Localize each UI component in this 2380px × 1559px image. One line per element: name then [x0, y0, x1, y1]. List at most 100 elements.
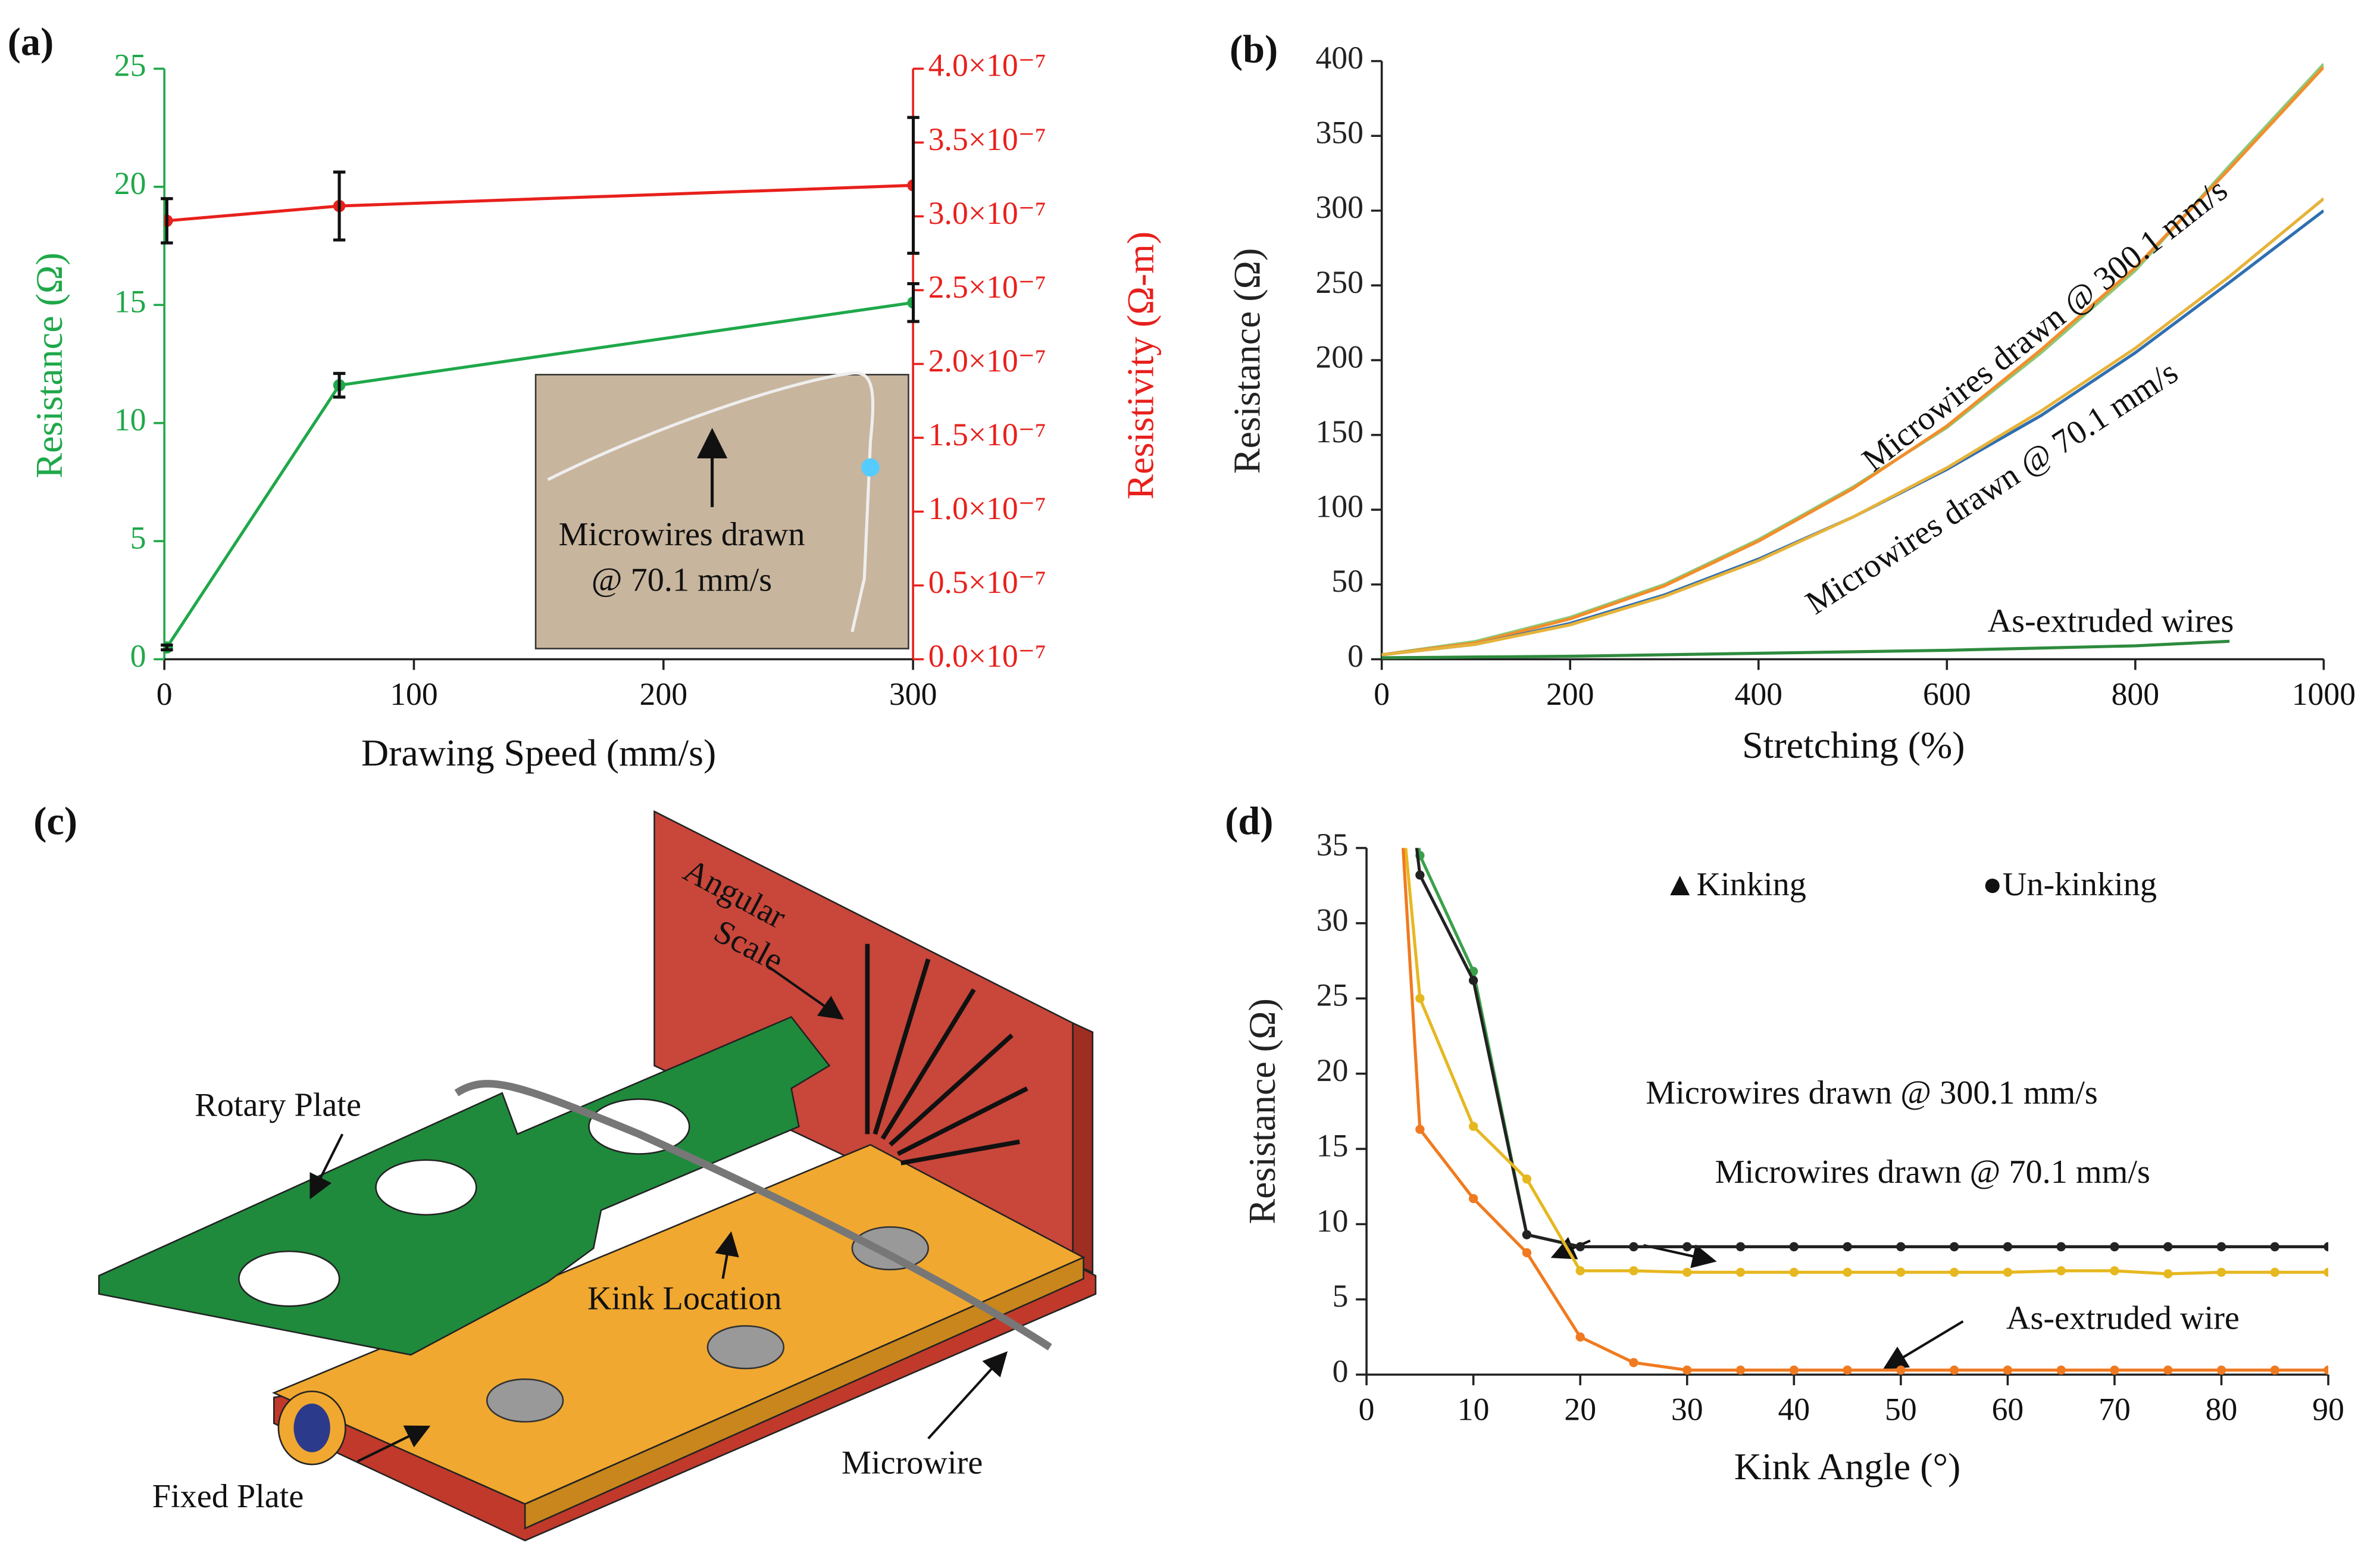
- y-tick-label: 25: [1316, 977, 1349, 1013]
- y-tick-label: 350: [1315, 115, 1363, 151]
- marker: [2216, 1267, 2226, 1277]
- marker: [1415, 993, 1425, 1003]
- marker: [2216, 1365, 2226, 1375]
- series-line: [1381, 197, 2324, 657]
- marker: [2163, 1242, 2173, 1252]
- y2-tick-label: 3.0×10⁻⁷: [928, 195, 1046, 231]
- marker: [1629, 1266, 1638, 1276]
- y-tick-label: 35: [1316, 827, 1349, 863]
- y-tick-label: 0: [1347, 638, 1363, 674]
- marker: [1843, 1242, 1852, 1252]
- diagram-label: Fixed Plate: [152, 1478, 304, 1515]
- hinge-pin: [293, 1403, 330, 1452]
- marker: [907, 179, 914, 192]
- arrow: [1882, 1320, 1964, 1370]
- series-line: [1381, 639, 2230, 660]
- marker: [1575, 1266, 1585, 1276]
- marker: [1949, 1267, 1959, 1277]
- y-tick-label: 150: [1315, 414, 1363, 449]
- marker: [1575, 1242, 1585, 1252]
- marker: [1415, 1124, 1425, 1134]
- diagram-label: Kink Location: [587, 1280, 782, 1317]
- annotation: Microwires drawn @ 300.1 mm/s: [1646, 1074, 2098, 1111]
- x-tick-label: 1000: [2292, 676, 2356, 712]
- diagram-label: Rotary Plate: [195, 1087, 361, 1124]
- error-bar: [907, 115, 920, 255]
- marker: [1394, 768, 1403, 777]
- marker: [1468, 976, 1478, 985]
- marker: [1468, 1194, 1478, 1204]
- error-bar: [161, 643, 173, 652]
- marker: [1735, 1267, 1746, 1277]
- marker: [2003, 1242, 2013, 1252]
- y-tick-label: 250: [1315, 264, 1363, 300]
- marker: [1789, 1365, 1799, 1375]
- y-tick-label: 15: [114, 284, 146, 320]
- panel-label: (d): [1225, 799, 1273, 843]
- plot-area: [1394, 768, 2329, 1375]
- screw: [486, 1378, 564, 1423]
- marker: [1575, 1332, 1585, 1342]
- y-tick-label: 50: [1331, 563, 1363, 599]
- marker: [1629, 1358, 1638, 1367]
- x-tick-label: 30: [1671, 1392, 1703, 1427]
- y-tick-label: 100: [1315, 489, 1363, 524]
- y-tick-label: 10: [114, 402, 146, 438]
- marker: [907, 296, 914, 309]
- marker: [2110, 1266, 2119, 1276]
- error-bar: [161, 197, 173, 245]
- marker: [1394, 768, 1403, 777]
- x-tick-label: 10: [1458, 1392, 1490, 1427]
- marker: [2323, 1242, 2329, 1252]
- y-tick-label: 20: [1316, 1052, 1349, 1088]
- marker: [2110, 1365, 2119, 1375]
- kink-fixture: [98, 810, 1097, 1542]
- hole: [238, 1250, 340, 1307]
- annotation: Microwires drawn @ 70.1 mm/s: [1799, 354, 2184, 621]
- y-axis-label: Resistance (Ω): [1225, 248, 1268, 474]
- back-plate-edge: [1072, 1021, 1094, 1274]
- panel-label: (c): [33, 799, 77, 843]
- series-line: [1404, 848, 2329, 1276]
- y-tick-label: 5: [130, 520, 146, 555]
- marker: [2323, 1267, 2329, 1277]
- diagram-label: Microwire: [842, 1445, 983, 1482]
- x-tick-label: 80: [2206, 1392, 2238, 1427]
- inset-wire: [547, 371, 875, 633]
- y2-tick-label: 0.0×10⁻⁷: [928, 638, 1046, 674]
- marker: [2056, 1365, 2066, 1375]
- marker: [2270, 1242, 2279, 1252]
- x-tick-label: 90: [2312, 1392, 2344, 1427]
- y-tick-label: 30: [1316, 902, 1349, 938]
- x-tick-label: 400: [1734, 676, 1782, 712]
- x-tick-label: 20: [1564, 1392, 1596, 1427]
- marker: [2110, 1242, 2119, 1252]
- marker: [1682, 1267, 1692, 1277]
- y-tick-label: 10: [1316, 1203, 1349, 1239]
- x-axis-label: Drawing Speed (mm/s): [361, 732, 716, 774]
- y-tick-label: 0: [1333, 1354, 1349, 1389]
- y-axis-label: Resistance (Ω): [28, 252, 70, 478]
- marker: [2163, 1365, 2173, 1375]
- x-tick-label: 0: [157, 676, 173, 712]
- marker: [2003, 1267, 2013, 1277]
- arrows: [309, 966, 1008, 1463]
- y2-axis-label: Resistivity (Ω-m): [1119, 232, 1161, 499]
- arrow: [1550, 1237, 1591, 1260]
- marker: [1843, 1267, 1852, 1277]
- marker: [1415, 870, 1425, 880]
- x-tick-label: 100: [390, 676, 438, 712]
- y-tick-label: 0: [130, 638, 146, 674]
- plot-area: [1381, 63, 2324, 660]
- y-tick-label: 5: [1333, 1278, 1349, 1314]
- angular-scale: [865, 943, 1028, 1166]
- screw: [706, 1325, 785, 1370]
- marker: [2270, 1267, 2279, 1277]
- marker: [2056, 1266, 2066, 1276]
- y2-tick-label: 0.5×10⁻⁷: [928, 564, 1046, 600]
- y-axis-label: Resistance (Ω): [1241, 998, 1283, 1224]
- annotation: @ 70.1 mm/s: [592, 562, 772, 599]
- y-tick-label: 300: [1315, 189, 1363, 225]
- error-bar: [907, 282, 920, 323]
